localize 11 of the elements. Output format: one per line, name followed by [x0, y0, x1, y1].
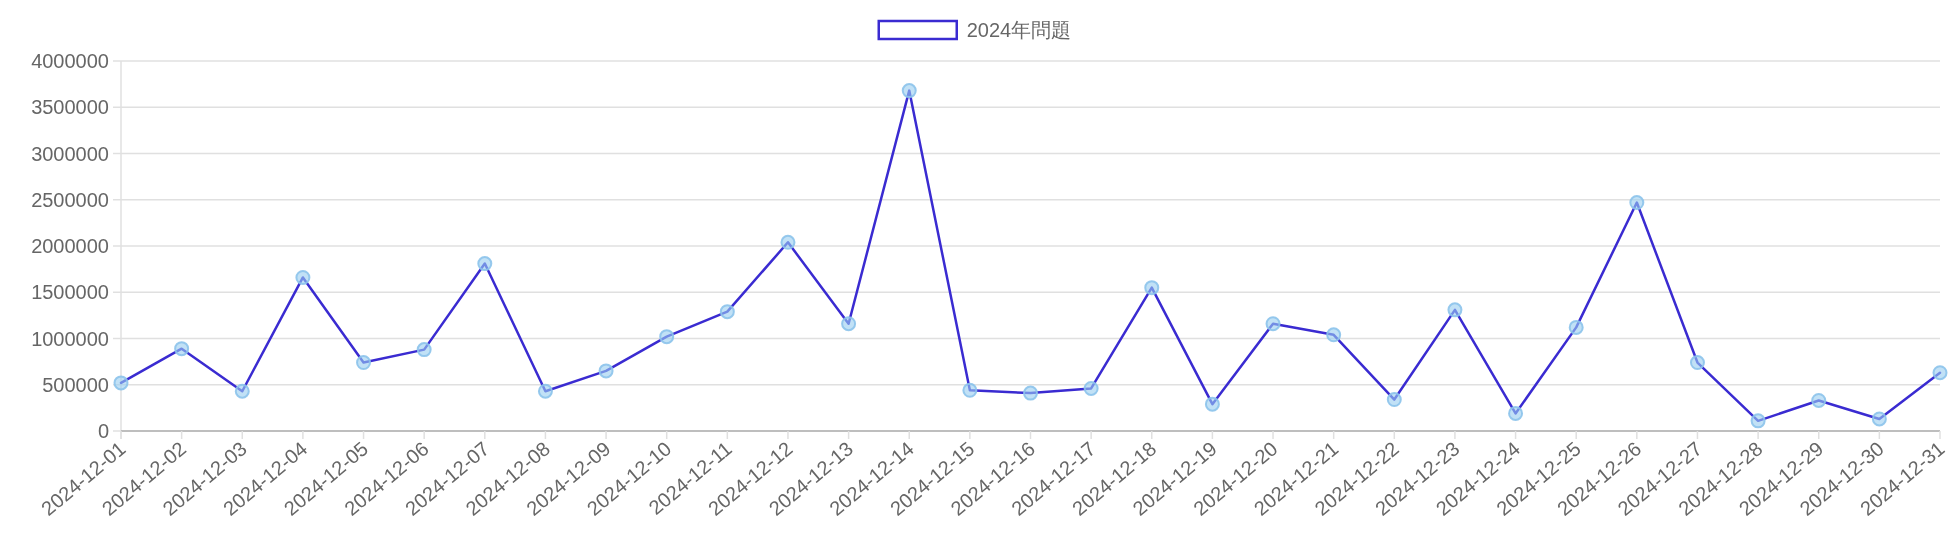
legend: 2024年問題: [877, 19, 1072, 41]
y-tick-label: 500000: [42, 373, 109, 396]
y-tick-label: 2500000: [31, 188, 109, 211]
y-tick-label: 3500000: [31, 96, 109, 119]
y-tick-label: 4000000: [31, 50, 109, 72]
y-tick-label: 2000000: [31, 235, 109, 257]
y-tick-label: 3000000: [31, 142, 109, 165]
y-tick-label: 1000000: [31, 327, 109, 350]
y-tick-label: 1500000: [31, 281, 109, 304]
y-tick-label: 0: [97, 420, 109, 442]
legend-label: 2024年問題: [966, 19, 1072, 41]
